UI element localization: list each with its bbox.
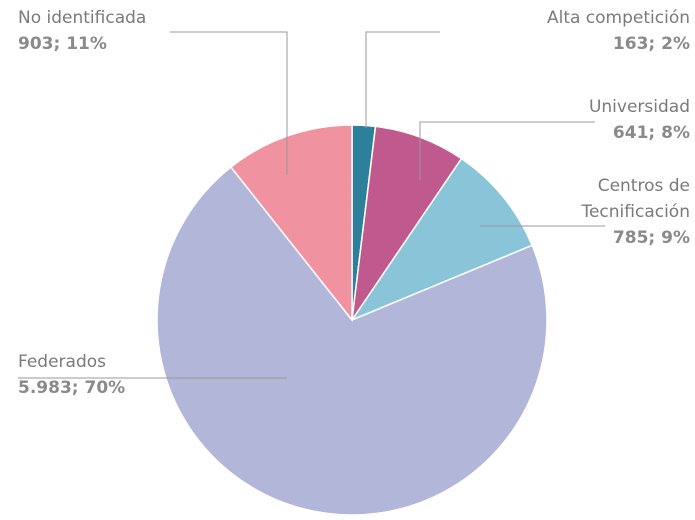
data-label: Alta competición 163; 2% xyxy=(390,5,690,57)
category-label: Alta competición xyxy=(546,8,690,28)
pie-slice xyxy=(349,157,534,322)
value-label: 785; 9% xyxy=(612,228,690,248)
category-label: No identificada xyxy=(18,8,147,28)
data-label: No identificada 903; 11% xyxy=(18,5,318,57)
value-label: 163; 2% xyxy=(612,34,690,54)
leader-line xyxy=(419,121,595,180)
pie-slice xyxy=(156,166,548,516)
category-label: Federados xyxy=(18,352,107,372)
data-label: Centros de Tecnificación 785; 9% xyxy=(550,173,690,251)
pie-slice xyxy=(229,124,353,323)
category-label: Centros de Tecnificación xyxy=(581,176,690,222)
leader-line xyxy=(170,31,288,175)
data-label: Universidad 641; 8% xyxy=(390,94,690,146)
category-label: Universidad xyxy=(588,97,690,117)
leader-line xyxy=(365,31,440,128)
data-label: Federados 5.983; 70% xyxy=(18,349,318,401)
value-label: 903; 11% xyxy=(18,34,107,54)
value-label: 5.983; 70% xyxy=(18,378,126,398)
value-label: 641; 8% xyxy=(612,123,690,143)
